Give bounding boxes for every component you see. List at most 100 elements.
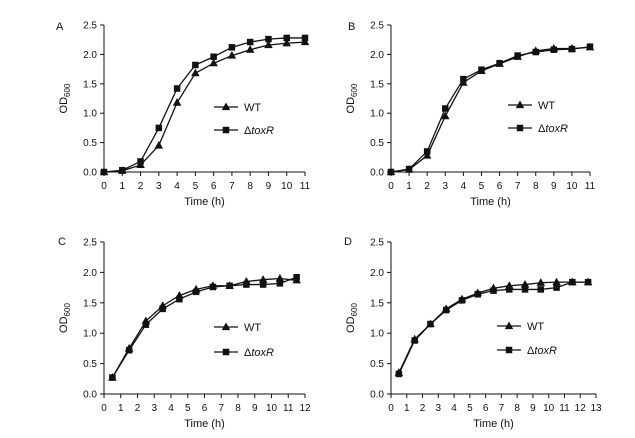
x-tick-label: 6 bbox=[211, 181, 217, 192]
legend-label: ΔtoxR bbox=[244, 125, 274, 137]
legend-label-italic: toxR bbox=[251, 125, 274, 137]
y-tick-label: 2.0 bbox=[370, 268, 384, 279]
legend-marker bbox=[222, 348, 230, 356]
x-tick-label: 0 bbox=[388, 181, 394, 192]
y-tick-label: 2.0 bbox=[370, 50, 384, 61]
series-line bbox=[103, 37, 305, 173]
x-tick-label: 9 bbox=[530, 403, 536, 414]
legend: WT ΔtoxR bbox=[497, 321, 557, 357]
panel-letter: D bbox=[344, 236, 352, 248]
data-point bbox=[142, 321, 150, 328]
x-tick-label: 3 bbox=[156, 181, 162, 192]
legend-marker bbox=[222, 126, 230, 134]
y-tick-label: 0.5 bbox=[370, 359, 384, 370]
y-axis-title: OD600 bbox=[58, 83, 72, 113]
x-tick-label: 2 bbox=[135, 403, 141, 414]
legend: WT ΔtoxR bbox=[214, 102, 274, 137]
x-tick-label: 11 bbox=[300, 181, 311, 192]
data-point bbox=[300, 37, 310, 46]
legend-label-prefix: Δ bbox=[244, 347, 252, 359]
series-line bbox=[390, 46, 591, 173]
data-point bbox=[109, 374, 116, 381]
series-toxr bbox=[109, 274, 300, 381]
series-wt bbox=[99, 37, 310, 176]
legend-marker bbox=[516, 124, 524, 132]
data-point bbox=[209, 58, 218, 67]
x-axis-title: Time (h) bbox=[473, 418, 514, 430]
x-tick-label: 9 bbox=[551, 181, 557, 192]
data-point bbox=[478, 66, 485, 73]
data-point bbox=[474, 291, 481, 298]
x-tick-label: 9 bbox=[252, 403, 258, 414]
data-point bbox=[258, 275, 268, 283]
y-axis-title-main: OD bbox=[345, 97, 357, 114]
y-axis-title: OD600 bbox=[345, 83, 359, 113]
x-tick-label: 8 bbox=[533, 181, 539, 192]
data-point bbox=[275, 273, 285, 282]
data-point bbox=[514, 52, 521, 59]
x-tick-label: 5 bbox=[479, 181, 485, 192]
data-point bbox=[293, 274, 300, 281]
panel-letter: B bbox=[348, 21, 355, 33]
data-point bbox=[265, 35, 272, 43]
x-tick-label: 9 bbox=[266, 181, 272, 192]
y-tick-label: 2.5 bbox=[83, 21, 97, 32]
data-point bbox=[569, 278, 576, 286]
x-axis-title: Time (h) bbox=[184, 196, 225, 208]
x-tick-label: 7 bbox=[515, 181, 521, 192]
data-point bbox=[191, 68, 200, 77]
x-tick-label: 4 bbox=[451, 403, 457, 414]
data-point bbox=[490, 287, 497, 294]
legend-label-prefix: Δ bbox=[538, 123, 546, 135]
series-line bbox=[398, 281, 589, 375]
legend-label: WT bbox=[244, 102, 261, 114]
data-point bbox=[192, 288, 200, 296]
data-point bbox=[226, 282, 233, 290]
data-point bbox=[458, 297, 466, 304]
data-point bbox=[521, 286, 529, 293]
legend-label: ΔtoxR bbox=[538, 123, 568, 135]
data-point bbox=[159, 305, 166, 313]
y-axis-title-subscript: 600 bbox=[350, 303, 359, 317]
y-tick-label: 0.0 bbox=[83, 168, 97, 179]
x-tick-label: 10 bbox=[566, 181, 578, 192]
legend-label: WT bbox=[538, 100, 555, 112]
x-tick-label: 4 bbox=[461, 181, 467, 192]
x-tick-label: 7 bbox=[229, 181, 235, 192]
y-tick-label: 2.5 bbox=[370, 238, 384, 249]
x-tick-label: 7 bbox=[218, 403, 224, 414]
panel-D: D0.00.51.01.52.02.50 1 2 3 4 5 6 7 8 9 10 11 12 13Tim… bbox=[344, 236, 602, 430]
y-axis-title-subscript: 600 bbox=[350, 83, 359, 97]
x-tick-label: 7 bbox=[499, 403, 505, 414]
legend-label: ΔtoxR bbox=[244, 347, 274, 359]
x-tick-label: 10 bbox=[281, 181, 293, 192]
x-tick-label: 11 bbox=[559, 403, 570, 414]
panel-B: B 0.0 0.5 1.0 1.5 2.0 2.5 0 1 2 3 4 5 6 7 8 9 10 11 Time (h… bbox=[345, 21, 596, 209]
legend-marker bbox=[221, 322, 231, 331]
data-point bbox=[532, 48, 539, 56]
x-tick-label: 1 bbox=[404, 403, 410, 414]
data-point bbox=[227, 51, 237, 59]
x-tick-label: 8 bbox=[514, 403, 520, 414]
y-axis-title-main: OD bbox=[58, 316, 70, 333]
data-point bbox=[264, 40, 273, 49]
series-toxr bbox=[395, 278, 592, 378]
y-axis-title-subscript: 600 bbox=[63, 303, 72, 317]
series-toxr bbox=[387, 43, 594, 176]
data-point bbox=[100, 168, 108, 176]
x-tick-label: 8 bbox=[235, 403, 241, 414]
series-toxr bbox=[100, 34, 309, 176]
data-point bbox=[209, 283, 217, 291]
legend-label: ΔtoxR bbox=[527, 345, 557, 357]
y-axis-title-main: OD bbox=[58, 97, 70, 114]
data-point bbox=[259, 281, 267, 288]
legend-label: WT bbox=[527, 321, 544, 333]
data-point bbox=[586, 43, 594, 51]
data-point bbox=[568, 45, 576, 53]
y-tick-label: 2.5 bbox=[370, 21, 384, 32]
data-point bbox=[441, 111, 450, 120]
data-point bbox=[125, 346, 133, 354]
y-tick-label: 2.0 bbox=[83, 50, 97, 61]
x-tick-label: 2 bbox=[138, 181, 144, 192]
data-point bbox=[228, 44, 236, 51]
